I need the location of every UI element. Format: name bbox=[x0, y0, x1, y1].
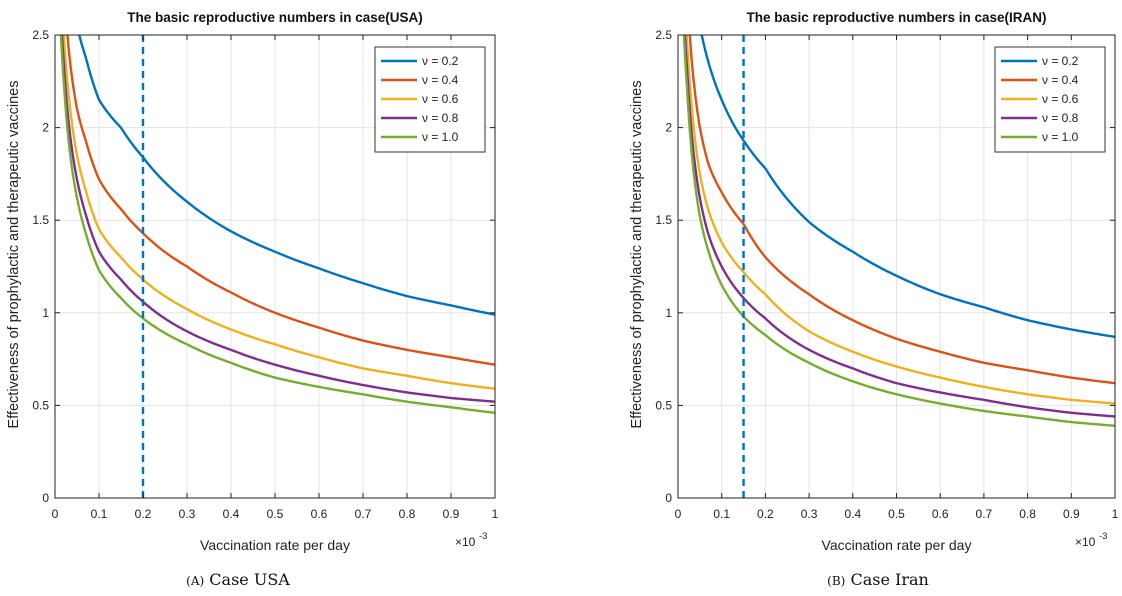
chart-title: The basic reproductive numbers in case(U… bbox=[127, 10, 423, 25]
x-tick-label: 0.4 bbox=[223, 507, 240, 521]
y-tick-label: 1.5 bbox=[655, 213, 672, 227]
series-group bbox=[59, 35, 495, 415]
x-tick-label: 0.3 bbox=[801, 507, 818, 521]
legend-label-4: ν = 0.8 bbox=[1042, 111, 1079, 125]
x-tick-label: 0 bbox=[675, 507, 682, 521]
series-line-5 bbox=[59, 35, 495, 415]
x-axis-multiplier: ×10 bbox=[455, 535, 476, 549]
legend: ν = 0.2 ν = 0.4 ν = 0.6 ν = 0.8 ν = 1.0 bbox=[374, 46, 486, 153]
legend-label-2: ν = 0.4 bbox=[422, 73, 459, 87]
series-line-4 bbox=[683, 35, 1115, 418]
legend-label-3: ν = 0.6 bbox=[1042, 92, 1079, 106]
x-tick-label: 0.2 bbox=[135, 507, 152, 521]
x-tick-label: 0.1 bbox=[91, 507, 108, 521]
chart-usa: 0 0.1 0.2 0.3 0.4 0.5 0.6 0.7 0.8 0.9 1 0 0.5 1 1.5 2 2.… bbox=[6, 10, 499, 553]
legend-label-2: ν = 0.4 bbox=[1042, 73, 1079, 87]
x-axis-multiplier-exponent: -3 bbox=[479, 531, 487, 542]
series-line-3 bbox=[685, 35, 1115, 405]
x-axis-multiplier: ×10 bbox=[1075, 535, 1096, 549]
y-tick-label: 2 bbox=[665, 121, 672, 135]
x-axis-label: Vaccination rate per day bbox=[822, 537, 972, 553]
x-tick-label: 0.7 bbox=[355, 507, 372, 521]
y-tick-label: 1.5 bbox=[32, 213, 49, 227]
y-tick-label: 1 bbox=[665, 306, 672, 320]
x-tick-label: 0.9 bbox=[1063, 507, 1080, 521]
legend-label-5: ν = 1.0 bbox=[1042, 130, 1079, 144]
x-tick-label: 0.8 bbox=[399, 507, 416, 521]
x-axis-label: Vaccination rate per day bbox=[200, 537, 350, 553]
caption-b: (B) Case Iran bbox=[827, 570, 929, 589]
series-line-1 bbox=[78, 35, 495, 316]
chart-title: The basic reproductive numbers in case(I… bbox=[746, 10, 1046, 25]
y-tick-label: 0 bbox=[42, 491, 49, 505]
legend-label-5: ν = 1.0 bbox=[422, 130, 459, 144]
y-tick-label: 0 bbox=[665, 491, 672, 505]
series-line-1 bbox=[700, 35, 1115, 339]
caption-b-text: Case Iran bbox=[850, 570, 929, 589]
x-tick-label: 0 bbox=[52, 507, 59, 521]
series-line-5 bbox=[682, 35, 1115, 427]
legend-label-4: ν = 0.8 bbox=[422, 111, 459, 125]
series-line-2 bbox=[688, 35, 1115, 385]
series-group bbox=[682, 35, 1115, 427]
caption-a-tag: (A) bbox=[186, 574, 205, 588]
x-axis-multiplier-exponent: -3 bbox=[1099, 531, 1107, 542]
x-tick-label: 1 bbox=[1112, 507, 1119, 521]
legend-label-1: ν = 0.2 bbox=[1042, 54, 1079, 68]
series-line-4 bbox=[60, 35, 495, 403]
series-line-2 bbox=[66, 35, 495, 366]
x-tick-label: 0.6 bbox=[311, 507, 328, 521]
y-tick-label: 1 bbox=[42, 306, 49, 320]
y-axis-label: Effectiveness of prophylactic and therap… bbox=[629, 81, 645, 429]
x-tick-label: 0.2 bbox=[757, 507, 774, 521]
legend-label-3: ν = 0.6 bbox=[422, 92, 459, 106]
caption-b-tag: (B) bbox=[827, 574, 846, 588]
caption-a-text: Case USA bbox=[209, 570, 290, 589]
y-tick-label: 0.5 bbox=[32, 398, 49, 412]
x-tick-label: 0.5 bbox=[888, 507, 905, 521]
y-axis-label: Effectiveness of prophylactic and therap… bbox=[6, 81, 22, 429]
y-tick-label: 2.5 bbox=[32, 28, 49, 42]
legend-label-1: ν = 0.2 bbox=[422, 54, 459, 68]
x-tick-label: 0.4 bbox=[844, 507, 861, 521]
chart-iran: 0 0.1 0.2 0.3 0.4 0.5 0.6 0.7 0.8 0.9 1 0 0.5 1 1.5 2 2.… bbox=[629, 10, 1119, 553]
x-tick-label: 1 bbox=[492, 507, 499, 521]
series-line-3 bbox=[62, 35, 495, 390]
x-tick-label: 0.8 bbox=[1019, 507, 1036, 521]
y-tick-label: 0.5 bbox=[655, 398, 672, 412]
x-tick-label: 0.1 bbox=[713, 507, 730, 521]
legend: ν = 0.2 ν = 0.4 ν = 0.6 ν = 0.8 ν = 1.0 bbox=[994, 46, 1106, 153]
x-tick-label: 0.9 bbox=[443, 507, 460, 521]
x-tick-label: 0.5 bbox=[267, 507, 284, 521]
x-tick-label: 0.6 bbox=[932, 507, 949, 521]
y-tick-label: 2 bbox=[42, 121, 49, 135]
x-tick-label: 0.3 bbox=[179, 507, 196, 521]
caption-a: (A) Case USA bbox=[186, 570, 290, 589]
x-tick-label: 0.7 bbox=[976, 507, 993, 521]
y-tick-label: 2.5 bbox=[655, 28, 672, 42]
